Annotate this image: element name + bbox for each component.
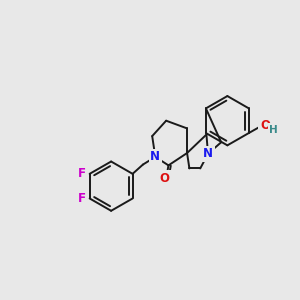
Text: F: F [78,192,86,205]
Text: F: F [78,167,86,180]
Text: O: O [260,119,270,132]
Text: N: N [150,150,160,164]
Text: O: O [160,172,170,185]
Text: N: N [203,147,213,160]
Text: H: H [269,125,278,135]
